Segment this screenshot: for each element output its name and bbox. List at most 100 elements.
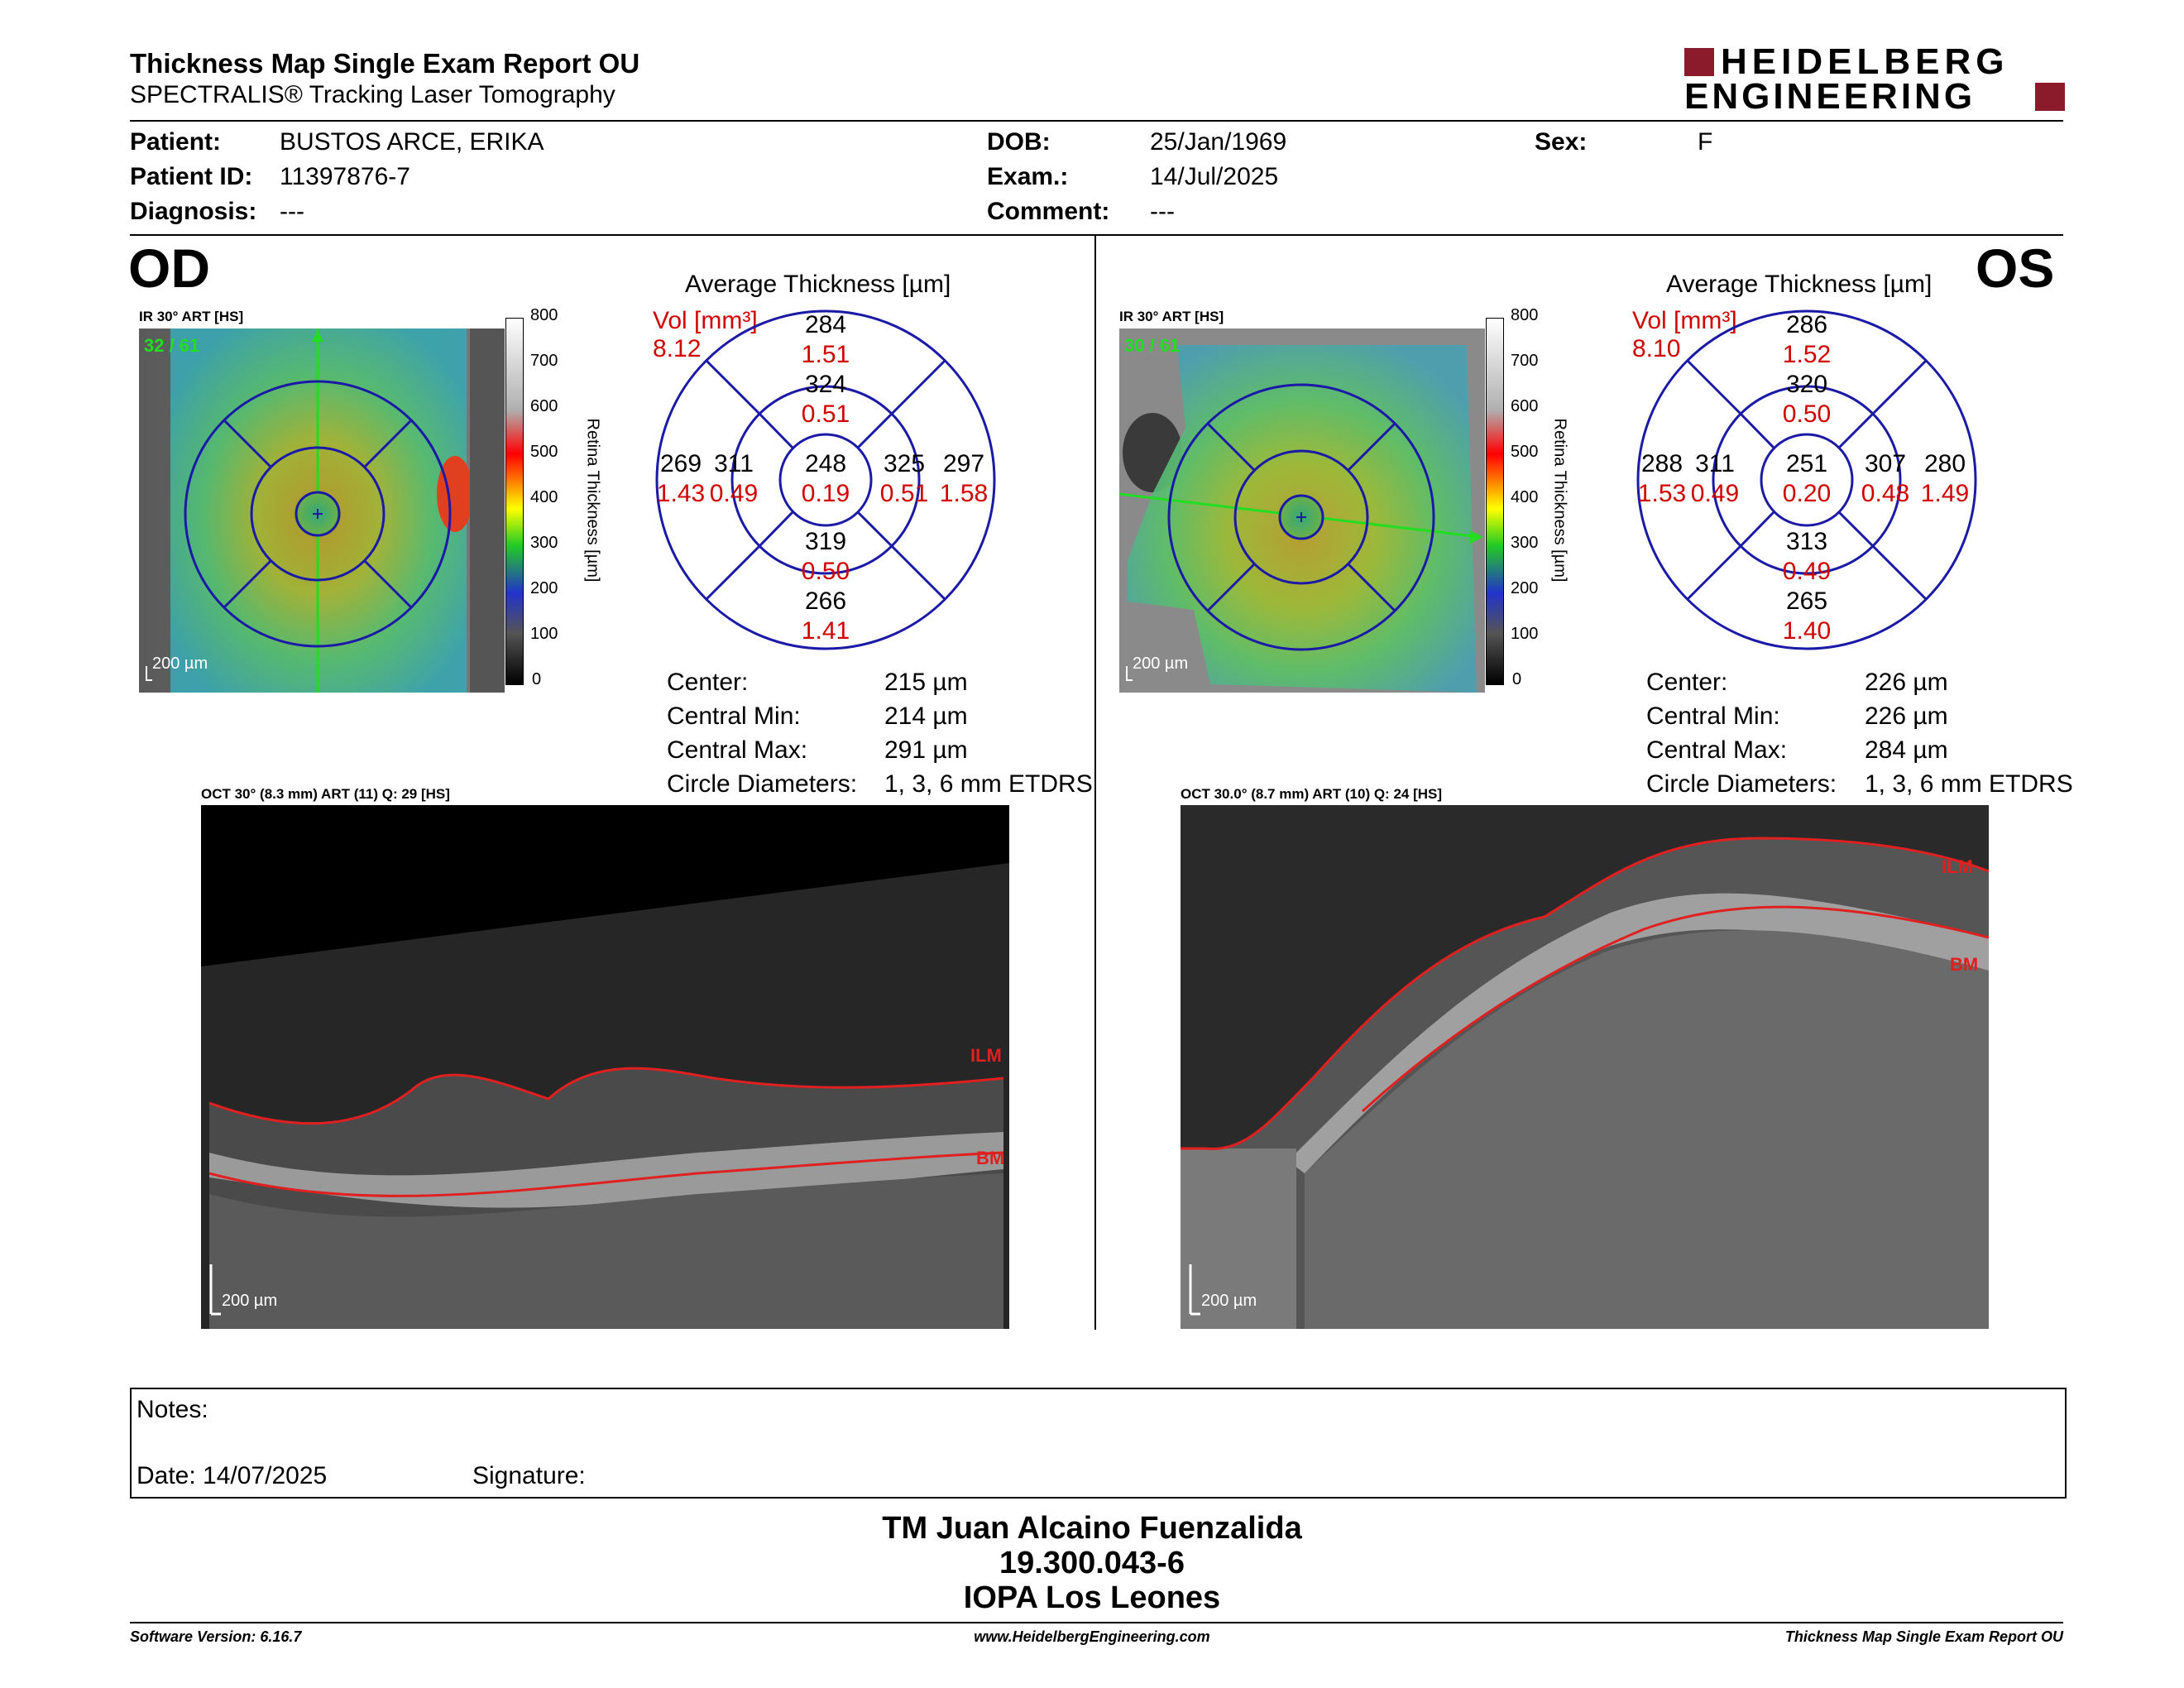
os-min-label: Central Min: bbox=[1646, 703, 1780, 730]
footer-software: Software Version: 6.16.7 bbox=[130, 1628, 302, 1645]
od-outer-left-volume: 1.43 bbox=[656, 480, 706, 507]
od-tick: 300 bbox=[530, 534, 558, 552]
report-title: Thickness Map Single Exam Report OU bbox=[130, 48, 640, 79]
os-tick: 0 bbox=[1512, 670, 1522, 688]
os-inner-inf-thickness: 313 bbox=[1785, 528, 1828, 555]
od-outer-sup-thickness: 284 bbox=[804, 311, 847, 338]
os-circ-label: Circle Diameters: bbox=[1646, 770, 1837, 798]
notes-date: Date: 14/07/2025 bbox=[136, 1462, 328, 1489]
od-inner-inf-volume: 0.50 bbox=[801, 558, 850, 585]
od-min-value: 214 µm bbox=[884, 703, 968, 730]
od-oct-caption: OCT 30° (8.3 mm) ART (11) Q: 29 [HS] bbox=[201, 786, 450, 802]
os-outer-left-thickness: 288 bbox=[1640, 450, 1684, 477]
os-bm-label: BM bbox=[1950, 954, 1979, 975]
od-oct-scale: 200 µm bbox=[222, 1292, 278, 1310]
od-colorbar bbox=[505, 318, 524, 685]
patient-id-label: Patient ID: bbox=[130, 163, 253, 190]
os-colorbar-label: Retina Thickness [µm] bbox=[1550, 418, 1569, 583]
footer-report: Thickness Map Single Exam Report OU bbox=[1784, 1628, 2063, 1645]
od-center-thickness: 248 bbox=[804, 450, 847, 477]
od-tick: 700 bbox=[530, 352, 558, 370]
os-tick: 400 bbox=[1511, 488, 1539, 506]
od-tick: 400 bbox=[530, 488, 558, 506]
od-outer-inf-volume: 1.41 bbox=[801, 617, 850, 645]
os-tick: 300 bbox=[1511, 534, 1539, 552]
os-outer-left-volume: 1.53 bbox=[1637, 480, 1687, 507]
sex-label: Sex: bbox=[1535, 128, 1588, 156]
os-map-scale: 200 µm bbox=[1133, 655, 1189, 673]
os-inner-inf-volume: 0.49 bbox=[1782, 558, 1832, 585]
od-thickness-map: 32 / 61 200 µm bbox=[139, 328, 505, 693]
od-etdrs-svg bbox=[655, 309, 996, 650]
od-outer-left-thickness: 269 bbox=[659, 450, 702, 477]
od-circ-value: 1, 3, 6 mm ETDRS bbox=[884, 770, 1093, 798]
od-outer-right-thickness: 297 bbox=[942, 450, 985, 477]
diagnosis-value: --- bbox=[280, 198, 304, 225]
patient-label: Patient: bbox=[130, 128, 222, 156]
os-outer-right-volume: 1.49 bbox=[1920, 480, 1970, 507]
eye-divider bbox=[1094, 236, 1096, 1330]
os-inner-left-volume: 0.49 bbox=[1690, 480, 1740, 507]
os-thickness-map: 30 / 61 200 µm bbox=[1119, 328, 1485, 693]
os-center-volume: 0.20 bbox=[1782, 480, 1832, 507]
od-inner-right-thickness: 325 bbox=[883, 450, 926, 477]
od-tick: 200 bbox=[530, 579, 558, 597]
signature-name: TM Juan Alcaino Fuenzalida bbox=[882, 1511, 1302, 1546]
footer-website[interactable]: www.HeidelbergEngineering.com bbox=[974, 1628, 1210, 1645]
od-tick: 500 bbox=[530, 443, 558, 461]
os-min-value: 226 µm bbox=[1865, 703, 1948, 730]
os-circ-value: 1, 3, 6 mm ETDRS bbox=[1865, 770, 2073, 798]
od-etdrs-grid: 284 1.51 324 0.51 269 1.43 311 0.49 248 … bbox=[654, 308, 998, 652]
os-ir-caption: IR 30° ART [HS] bbox=[1119, 309, 1224, 324]
dob-value: 25/Jan/1969 bbox=[1150, 128, 1287, 156]
od-center-value: 215 µm bbox=[884, 669, 968, 696]
od-center-label: Center: bbox=[667, 669, 749, 696]
comment-label: Comment: bbox=[987, 198, 1110, 225]
os-tick: 700 bbox=[1511, 352, 1539, 370]
logo-block-top bbox=[1684, 48, 1714, 76]
os-inner-sup-thickness: 320 bbox=[1785, 371, 1828, 398]
os-oct-caption: OCT 30.0° (8.7 mm) ART (10) Q: 24 [HS] bbox=[1181, 786, 1443, 802]
os-inner-sup-volume: 0.50 bbox=[1782, 400, 1832, 428]
diagnosis-label: Diagnosis: bbox=[130, 198, 257, 225]
exam-value: 14/Jul/2025 bbox=[1150, 163, 1279, 190]
od-max-label: Central Max: bbox=[667, 736, 808, 764]
sex-value: F bbox=[1698, 128, 1713, 156]
od-outer-sup-volume: 1.51 bbox=[801, 341, 850, 368]
os-tick: 100 bbox=[1511, 625, 1539, 643]
os-etdrs-svg bbox=[1636, 309, 1977, 650]
os-oct-scale: 200 µm bbox=[1201, 1292, 1257, 1310]
od-ilm-label: ILM bbox=[970, 1045, 1002, 1066]
od-tick: 0 bbox=[532, 670, 542, 688]
footer-rule bbox=[130, 1622, 2063, 1623]
os-ilm-label: ILM bbox=[1942, 856, 1973, 877]
exam-label: Exam.: bbox=[987, 163, 1069, 190]
os-tick: 600 bbox=[1511, 397, 1539, 415]
heidelberg-logo: HEIDELBERG ENGINEERING bbox=[1684, 41, 2065, 117]
od-outer-right-volume: 1.58 bbox=[939, 480, 989, 507]
os-oct-svg bbox=[1181, 837, 1989, 1329]
od-colorbar-label: Retina Thickness [µm] bbox=[583, 418, 602, 583]
od-circ-label: Circle Diameters: bbox=[667, 770, 858, 798]
os-max-label: Central Max: bbox=[1646, 736, 1788, 764]
os-tick: 500 bbox=[1511, 443, 1539, 461]
os-tick: 800 bbox=[1511, 306, 1539, 324]
os-max-value: 284 µm bbox=[1865, 736, 1948, 764]
os-center-thickness: 251 bbox=[1785, 450, 1828, 477]
od-inner-left-thickness: 311 bbox=[714, 450, 754, 477]
patient-rule bbox=[130, 234, 2063, 236]
od-inner-sup-thickness: 324 bbox=[804, 371, 847, 398]
od-avg-title: Average Thickness [µm] bbox=[685, 271, 951, 298]
od-ir-caption: IR 30° ART [HS] bbox=[139, 309, 244, 324]
header-rule bbox=[130, 120, 2063, 122]
od-center-volume: 0.19 bbox=[801, 480, 850, 507]
comment-value: --- bbox=[1150, 198, 1175, 225]
signature-institution: IOPA Los Leones bbox=[963, 1580, 1221, 1615]
os-inner-left-thickness: 311 bbox=[1695, 450, 1735, 477]
dob-label: DOB: bbox=[987, 128, 1051, 156]
od-inner-right-volume: 0.51 bbox=[879, 480, 929, 507]
os-outer-inf-volume: 1.40 bbox=[1782, 617, 1832, 645]
os-inner-right-thickness: 307 bbox=[1864, 450, 1907, 477]
od-vol-label: Vol [mm³] bbox=[653, 307, 758, 334]
od-oct-svg bbox=[201, 863, 1009, 1329]
